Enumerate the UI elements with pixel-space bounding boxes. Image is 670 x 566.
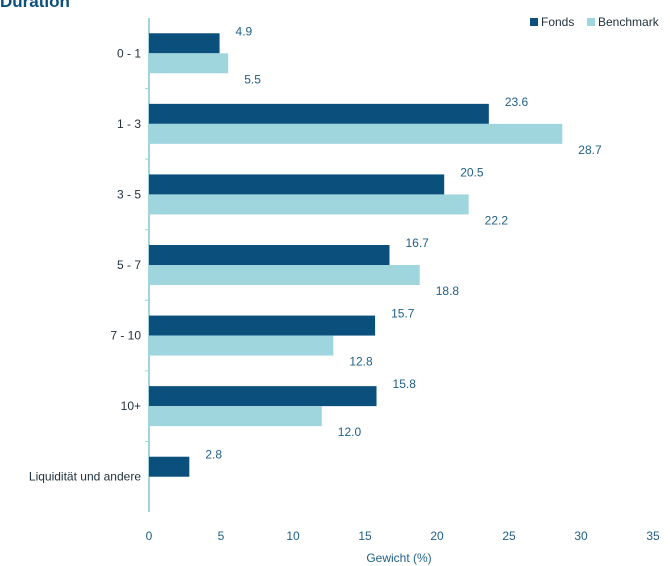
bar-benchmark-4 [149,335,334,356]
data-label: 15.8 [393,377,417,391]
x-axis-title: Gewicht (%) [366,551,431,565]
data-label: 20.5 [460,165,484,179]
bar-fonds-3 [149,245,390,265]
category-label: 7 - 10 [110,329,141,343]
data-label: 12.0 [338,425,362,439]
x-tick-label: 15 [358,529,372,543]
bar-benchmark-2 [149,194,469,215]
data-label: 16.7 [405,236,429,250]
bar-benchmark-5 [149,406,322,427]
data-label: 22.2 [485,213,509,227]
bar-benchmark-3 [149,265,420,285]
category-label: Liquidität und andere [29,470,141,484]
x-tick-label: 30 [574,529,588,543]
legend-label-benchmark: Benchmark [598,15,660,29]
data-label: 4.9 [236,24,253,38]
x-tick-label: 10 [286,529,300,543]
bar-fonds-2 [149,174,445,195]
bar-fonds-1 [149,103,489,124]
bar-fonds-5 [149,386,377,407]
category-label: 1 - 3 [117,117,141,131]
x-tick-label: 0 [146,529,153,543]
x-tick-label: 35 [646,529,660,543]
category-label: 0 - 1 [117,46,141,60]
data-label: 28.7 [578,143,602,157]
data-label: 15.7 [391,307,415,321]
data-label: 18.8 [436,284,460,298]
legend-label-fonds: Fonds [541,15,574,29]
data-label: 23.6 [505,95,529,109]
x-tick-label: 5 [218,529,225,543]
category-label: 3 - 5 [117,187,141,201]
legend-swatch-benchmark [587,18,595,26]
bar-fonds-6 [149,456,190,477]
bar-benchmark-0 [149,53,229,74]
chart-title: Duration [0,0,70,11]
data-label: 5.5 [244,72,261,86]
category-label: 10+ [121,399,141,413]
x-tick-label: 20 [430,529,444,543]
legend-swatch-fonds [530,18,538,26]
data-label: 2.8 [205,448,222,462]
data-label: 12.8 [349,355,373,369]
category-label: 5 - 7 [117,258,141,272]
bar-fonds-0 [149,33,220,54]
bar-benchmark-1 [149,123,563,144]
x-tick-label: 25 [502,529,516,543]
bar-fonds-4 [149,315,376,336]
